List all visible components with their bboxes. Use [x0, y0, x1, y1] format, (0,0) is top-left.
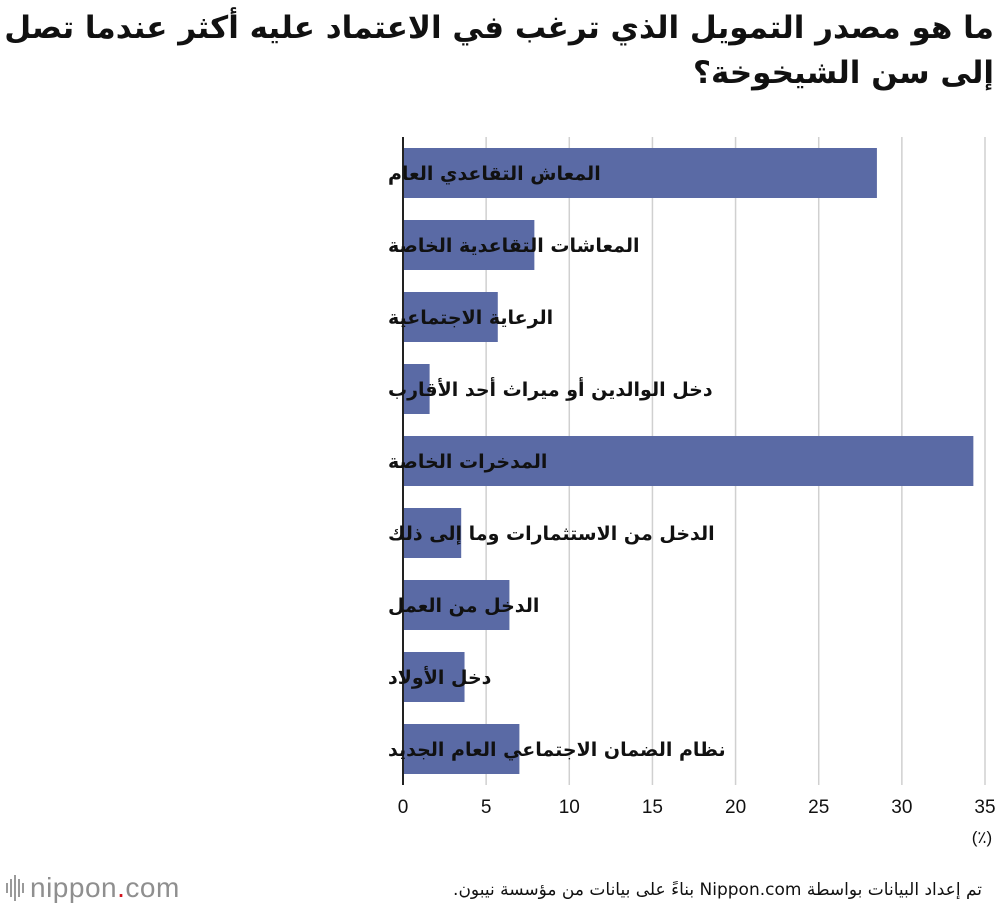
logo-mark-icon [6, 874, 24, 902]
x-tick-label: 5 [481, 797, 492, 818]
category-label: دخل الوالدين أو ميراث أحد الأقارب [388, 377, 713, 401]
x-tick-label: 15 [642, 797, 663, 818]
x-tick-label: 35 [974, 797, 995, 818]
bar [403, 436, 974, 486]
source-note: تم إعداد البيانات بواسطة Nippon.com بناء… [453, 880, 982, 900]
category-label: المعاشات التقاعدية الخاصة [388, 235, 640, 257]
x-unit-label: (٪) [972, 828, 992, 847]
chart-title: ما هو مصدر التمويل الذي ترغب في الاعتماد… [4, 10, 994, 91]
category-label: المدخرات الخاصة [388, 451, 547, 473]
bar [403, 652, 465, 702]
x-tick-labels: 0 5 10 15 20 25 30 35 [398, 797, 996, 818]
category-label: الدخل من العمل [388, 595, 539, 617]
bar [403, 724, 520, 774]
x-tick-label: 10 [559, 797, 580, 818]
x-tick-label: 20 [725, 797, 746, 818]
nippon-logo: nippon.com [6, 872, 180, 904]
bar [403, 364, 430, 414]
category-label: نظام الضمان الاجتماعي العام الجديد [388, 739, 726, 761]
x-tick-label: 25 [808, 797, 829, 818]
logo-text: nippon.com [30, 872, 180, 903]
bar [403, 292, 498, 342]
category-label: المعاش التقاعدي العام [388, 163, 601, 186]
bar [403, 580, 510, 630]
bar [403, 148, 877, 198]
x-tick-label: 30 [891, 797, 912, 818]
bars [403, 148, 974, 774]
x-tick-label: 0 [398, 797, 409, 818]
category-label: دخل الأولاد [388, 666, 492, 689]
category-label: الدخل من الاستثمارات وما إلى ذلك [388, 523, 715, 545]
category-labels: المعاش التقاعدي العام المعاشات التقاعدية … [388, 163, 726, 761]
bar [403, 220, 535, 270]
bar [403, 508, 462, 558]
category-label: الرعاية الاجتماعية [388, 307, 553, 329]
